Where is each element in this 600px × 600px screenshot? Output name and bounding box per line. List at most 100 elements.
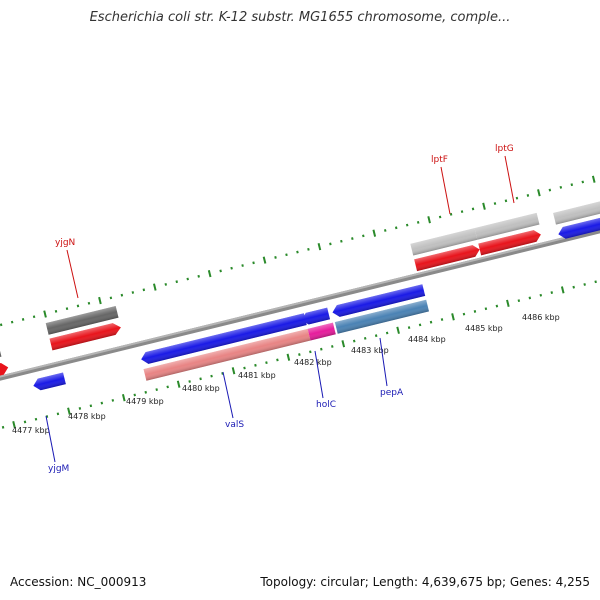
gene-label-leader bbox=[504, 155, 515, 204]
minor-tick bbox=[440, 318, 444, 321]
minor-tick bbox=[418, 323, 422, 327]
minor-tick bbox=[570, 183, 574, 187]
major-tick bbox=[537, 189, 541, 197]
minor-tick bbox=[32, 315, 36, 319]
minor-tick bbox=[340, 239, 343, 243]
gene-label-holC[interactable]: holC bbox=[316, 400, 336, 410]
minor-tick bbox=[559, 185, 563, 189]
minor-tick bbox=[362, 234, 365, 238]
tick-label: 4477 kbp bbox=[12, 426, 50, 435]
gene-label-yjgM[interactable]: yjgM bbox=[48, 464, 69, 474]
minor-tick bbox=[252, 261, 255, 265]
minor-tick bbox=[495, 304, 499, 308]
major-tick bbox=[427, 216, 431, 224]
minor-tick bbox=[166, 385, 169, 389]
tick-label: 4478 kbp bbox=[68, 412, 106, 421]
tick-label: 4480 kbp bbox=[182, 384, 220, 393]
minor-tick bbox=[199, 377, 202, 381]
minor-tick bbox=[438, 215, 442, 219]
tick-label: 4479 kbp bbox=[126, 397, 164, 406]
gene-label-pepA[interactable]: pepA bbox=[380, 388, 404, 398]
minor-tick bbox=[78, 407, 82, 410]
major-tick bbox=[98, 296, 102, 305]
feature-right-edge-cds[interactable] bbox=[557, 209, 600, 240]
minor-tick bbox=[100, 401, 104, 405]
minor-tick bbox=[429, 320, 433, 324]
minor-tick bbox=[471, 207, 475, 211]
minor-tick bbox=[265, 361, 268, 365]
minor-tick bbox=[285, 253, 288, 257]
minor-tick bbox=[120, 293, 124, 297]
minor-tick bbox=[594, 280, 597, 284]
minor-tick bbox=[548, 188, 552, 192]
minor-tick bbox=[473, 310, 477, 313]
minor-tick bbox=[539, 293, 543, 297]
feature-lptF-cds[interactable] bbox=[414, 244, 481, 272]
major-tick bbox=[286, 353, 291, 361]
minor-tick bbox=[10, 320, 14, 324]
feature-lptG-cds[interactable] bbox=[478, 229, 542, 256]
minor-tick bbox=[394, 226, 398, 230]
minor-tick bbox=[405, 223, 409, 227]
major-tick bbox=[560, 286, 565, 294]
major-tick bbox=[341, 340, 346, 348]
feature-pepA-gene[interactable] bbox=[334, 299, 430, 334]
map-track-group bbox=[0, 175, 600, 429]
feature-pepA-cds[interactable] bbox=[331, 284, 426, 318]
tick-label-layer: 4477 kbp 4478 kbp 4479 kbp 4480 kbp 4481 kbp… bbox=[12, 313, 560, 435]
tick-label: 4484 kbp bbox=[408, 335, 446, 344]
minor-tick bbox=[164, 282, 168, 286]
feature-right-edge-gene[interactable] bbox=[553, 193, 600, 225]
minor-tick bbox=[210, 374, 213, 378]
minor-tick bbox=[131, 291, 135, 294]
feature-holC-cds[interactable] bbox=[300, 307, 331, 326]
minor-tick bbox=[188, 380, 191, 383]
minor-tick bbox=[298, 353, 301, 356]
feature-yjgN-gene[interactable] bbox=[45, 305, 119, 335]
major-tick bbox=[591, 175, 596, 183]
gene-label-valS[interactable]: valS bbox=[225, 420, 244, 430]
gene-label-lptG[interactable]: lptG bbox=[495, 144, 514, 154]
gene-label-leader bbox=[314, 350, 324, 399]
gene-label-leader bbox=[222, 371, 234, 419]
feature-yjgM-cds[interactable] bbox=[32, 372, 66, 391]
feature-lptG-gene[interactable] bbox=[474, 212, 540, 240]
major-tick bbox=[121, 394, 126, 402]
feature-valS-cds[interactable] bbox=[140, 313, 307, 365]
minor-tick bbox=[383, 229, 387, 232]
minor-tick bbox=[493, 202, 497, 205]
gene-label-layer: yjgN lptF lptG yjgM valS holC pepA bbox=[45, 144, 515, 474]
major-tick bbox=[482, 202, 486, 210]
feature-holC-gene[interactable] bbox=[307, 322, 336, 341]
minor-tick bbox=[230, 266, 233, 270]
gene-label-lptF[interactable]: lptF bbox=[431, 155, 448, 165]
tick-label: 4483 kbp bbox=[351, 346, 389, 355]
minor-tick bbox=[34, 417, 38, 421]
minor-tick bbox=[111, 398, 115, 402]
feature-lptF-gene[interactable] bbox=[410, 228, 478, 256]
gene-label-leader bbox=[440, 166, 451, 215]
minor-tick bbox=[449, 212, 453, 216]
minor-tick bbox=[526, 194, 530, 197]
minor-tick bbox=[109, 296, 113, 300]
minor-tick bbox=[0, 323, 3, 327]
minor-tick bbox=[407, 326, 411, 330]
gene-label-yjgN[interactable]: yjgN bbox=[55, 238, 75, 248]
minor-tick bbox=[155, 388, 158, 391]
minor-tick bbox=[309, 350, 312, 354]
feature-valS-gene[interactable] bbox=[143, 328, 311, 381]
minor-tick bbox=[274, 256, 277, 259]
minor-tick bbox=[241, 264, 244, 267]
minor-tick bbox=[23, 420, 27, 424]
minor-tick bbox=[528, 296, 532, 300]
minor-tick bbox=[352, 339, 356, 343]
feature-left-edge-gene[interactable] bbox=[0, 345, 2, 366]
minor-tick bbox=[484, 307, 488, 311]
major-tick bbox=[43, 310, 47, 318]
minor-tick bbox=[581, 180, 585, 184]
feature-yjgN-cds[interactable] bbox=[49, 322, 123, 351]
minor-tick bbox=[504, 199, 508, 203]
minor-tick bbox=[87, 301, 91, 305]
